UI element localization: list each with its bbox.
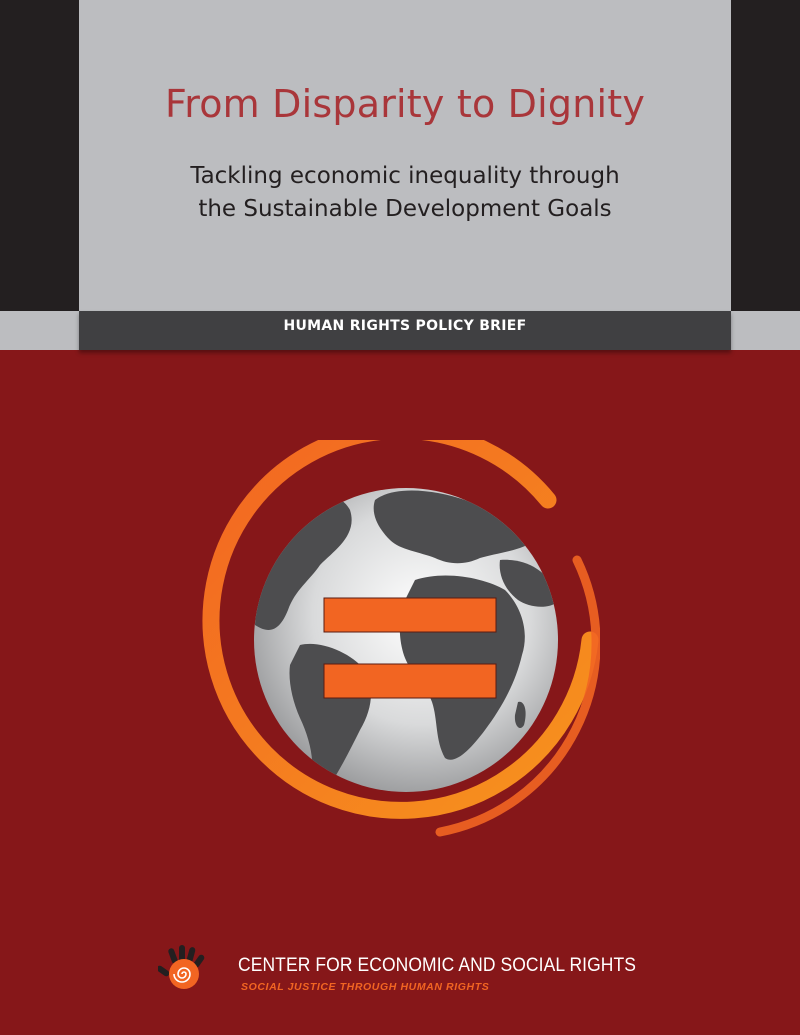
globe-equality-icon	[202, 440, 600, 837]
organization-name: CENTER FOR ECONOMIC AND SOCIAL RIGHTS	[238, 955, 637, 976]
page-title: From Disparity to Dignity	[164, 82, 646, 126]
equality-bar-bottom	[323, 663, 497, 699]
page-subtitle: Tackling economic inequality through the…	[79, 160, 731, 226]
orange-ring	[202, 440, 599, 819]
left-dark-band	[0, 0, 79, 311]
organization-tagline: SOCIAL JUSTICE THROUGH HUMAN RIGHTS	[241, 981, 490, 993]
subtitle-line-1: Tackling economic inequality through	[190, 163, 620, 189]
right-dark-band	[731, 0, 800, 311]
hand-spiral-logo-icon	[158, 945, 205, 989]
orange-ring-tail	[435, 555, 600, 837]
title-panel: From Disparity to Dignity Tackling econo…	[79, 0, 731, 311]
subtitle-line-2: the Sustainable Development Goals	[198, 196, 612, 222]
policy-brief-label: HUMAN RIGHTS POLICY BRIEF	[79, 311, 731, 350]
equality-bar-top	[323, 597, 497, 633]
